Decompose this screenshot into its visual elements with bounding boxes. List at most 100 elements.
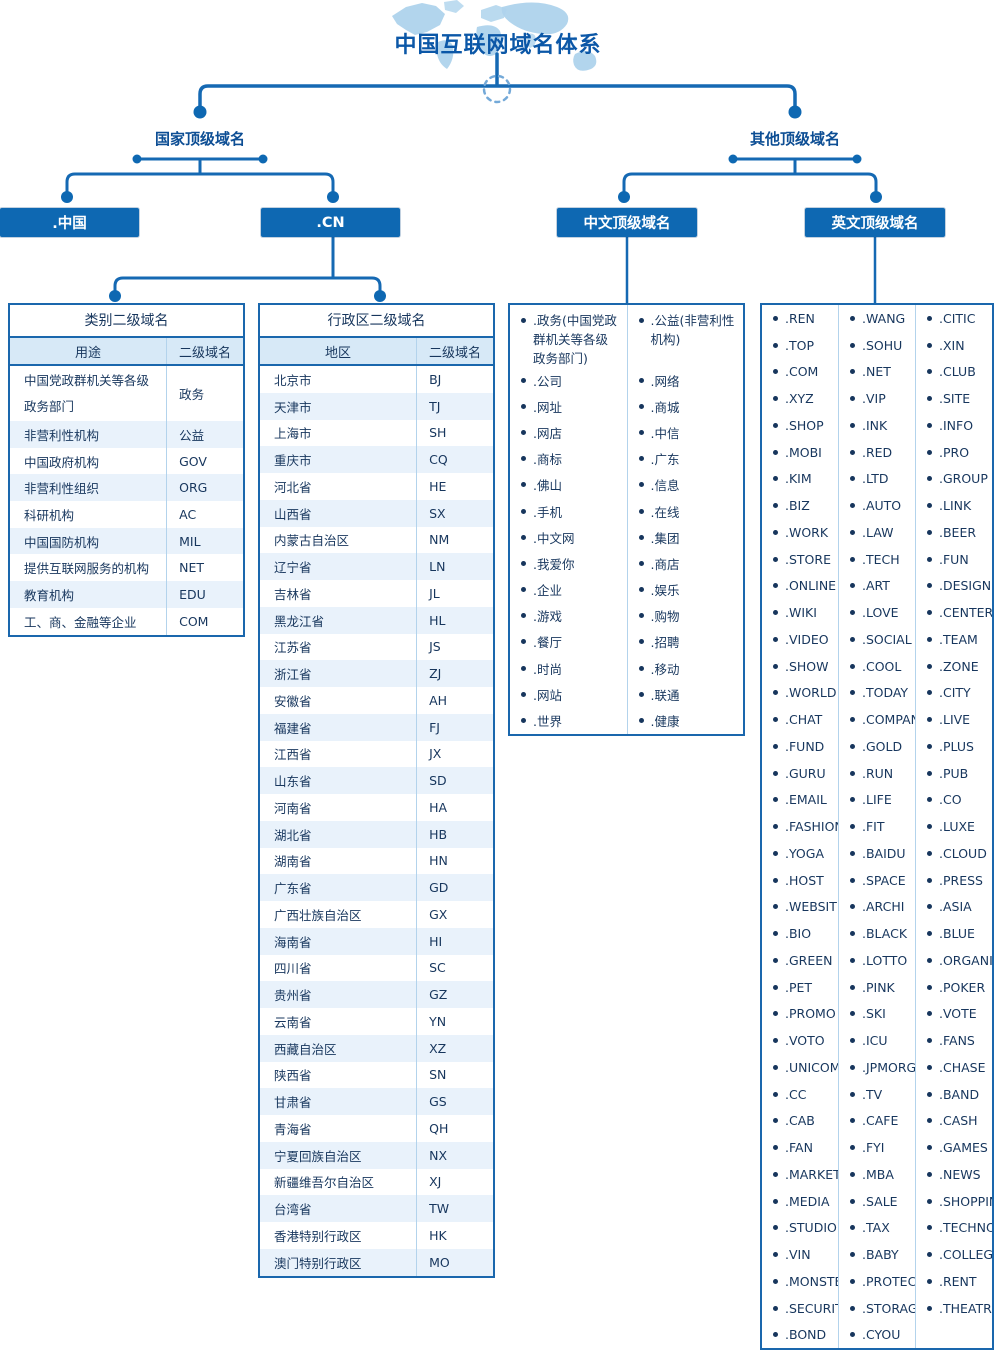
table-row: 内蒙古自治区 NM: [260, 526, 493, 554]
column-header: 用途: [75, 345, 102, 361]
list-item: .ICU: [838, 1027, 915, 1054]
table-row: 湖南省 HN: [260, 847, 493, 875]
list-item: .CENTER: [915, 599, 992, 626]
cell: CQ: [416, 446, 493, 473]
cell: 广西壮族自治区: [274, 907, 362, 923]
list-row: .CAB .CAFE .CASH: [762, 1107, 992, 1135]
cell: JL: [416, 580, 493, 607]
list-item: .PLUS: [915, 733, 992, 760]
list-item: .COLLEGE: [915, 1241, 992, 1268]
world-map: [392, 0, 597, 71]
table-row: 提供互联网服务的机构 NET: [10, 554, 243, 582]
list-row: .VIN.BABY.COLLEGE: [762, 1241, 992, 1268]
cell: 中国国防机构: [24, 534, 100, 550]
list-item: .XIN: [915, 331, 992, 359]
list-row: .CC .TV .BAND: [762, 1080, 992, 1108]
node-dot-china: .中国: [0, 208, 139, 237]
list-row: .STUDIO.TAX.TECHNOLOGY: [762, 1214, 992, 1242]
list-item: .STUDIO: [762, 1215, 838, 1242]
list-item: .FASHION: [762, 813, 838, 840]
list-item: .网络: [626, 367, 744, 394]
list-row: .BIO .BLACK .BLUE: [762, 920, 992, 947]
list-item: .NET: [838, 358, 915, 386]
list-item: .BLUE: [915, 920, 992, 947]
list-row: .YOGA .BAIDU .CLOUD: [762, 840, 992, 867]
list-row: .GREEN.LOTTO.ORGANIC: [762, 947, 992, 974]
table-row: 科研机构 AC: [10, 501, 243, 528]
list-item: .在线: [626, 497, 744, 525]
cell: HB: [416, 820, 493, 848]
list-item: .CITY: [915, 679, 992, 707]
list-item: .世界: [510, 707, 627, 733]
cell: 中国政府机构: [24, 454, 100, 470]
list-item: .LOTTO: [838, 947, 915, 974]
list-row: .MEDIA.SALE.SHOPPING: [762, 1187, 992, 1215]
list-item: .LTD: [838, 465, 915, 493]
english-tld-list: .REN .WANG .CITIC .TOP .SOHU .XIN .COM .NET .CLU…: [762, 305, 992, 1349]
list-item: .商标: [510, 446, 627, 472]
cell: YN: [416, 1008, 493, 1035]
list-item: .TEAM: [915, 626, 992, 653]
list-item: .LIFE: [838, 786, 915, 814]
cell: 澳门特别行政区: [274, 1255, 362, 1271]
list-item: .COMPANY: [838, 706, 915, 733]
list-item: .TV: [838, 1080, 915, 1108]
cell: 非营利性组织: [24, 481, 100, 497]
cell: 台湾省: [274, 1202, 312, 1218]
list-item: .FIT: [838, 813, 915, 840]
list-item: .EMAIL: [762, 787, 838, 814]
list-item: .集团: [626, 524, 744, 551]
list-item: .POKER: [915, 973, 992, 1001]
list-item: .VIP: [838, 385, 915, 412]
list-item: .网店: [510, 419, 627, 445]
table-row: 黑龙江省 HL: [260, 606, 493, 634]
list-item: .ART: [838, 572, 915, 600]
list-row: .WEBSITE.ARCHI.ASIA: [762, 893, 992, 921]
list-item: .CO: [915, 786, 992, 814]
table-row: 海南省 HI: [260, 927, 493, 955]
cell: 科研机构: [24, 507, 75, 523]
list-item: .信息: [626, 471, 744, 498]
cell: QH: [416, 1115, 493, 1142]
list-item: .BAIDU: [838, 840, 915, 867]
list-row: .BIZ .AUTO .LINK: [762, 492, 992, 519]
cell: GZ: [416, 981, 493, 1008]
admin-table-header: 地区 二级域名: [260, 338, 493, 366]
list-item: .WORK: [762, 519, 838, 546]
node-chinese-tlds: 中文顶级域名: [557, 208, 697, 237]
cell: MIL: [166, 527, 243, 555]
list-item: .RENT: [915, 1268, 992, 1295]
list-item: .SHOP: [762, 412, 838, 439]
list-item: .BIZ: [762, 492, 838, 519]
table-row: 安徽省 AH: [260, 687, 493, 714]
table-row: 台湾省 TW: [260, 1195, 493, 1222]
table-row: 青海省 QH: [260, 1115, 493, 1142]
cell: 内蒙古自治区: [274, 533, 350, 549]
table-row: 中国政府机构 GOV: [10, 447, 243, 475]
list-item: .广东: [626, 445, 744, 472]
list-item: .PET: [762, 974, 838, 1001]
cell: 中国党政群机关等各级政务部门: [24, 372, 150, 414]
list-item: .CLUB: [915, 358, 992, 386]
list-item: .ASIA: [915, 893, 992, 921]
cell: SD: [416, 767, 493, 794]
cell: 香港特别行政区: [274, 1228, 362, 1244]
cell: 工、商、金融等企业: [24, 614, 137, 630]
list-item: .COOL: [838, 652, 915, 680]
cell: 陕西省: [274, 1068, 312, 1084]
list-item: .SECURITY: [762, 1295, 838, 1322]
table-row: 云南省 YN: [260, 1008, 493, 1035]
list-item: .STORE: [762, 546, 838, 573]
list-item: .VIN: [762, 1241, 838, 1268]
table-row: 山东省 SD: [260, 767, 493, 794]
cell: 浙江省: [274, 667, 312, 683]
table-row: 广东省 GD: [260, 874, 493, 901]
cell: HE: [416, 473, 493, 500]
list-item: .CYOU: [838, 1321, 915, 1349]
cell: GX: [416, 901, 493, 928]
list-item: .CAB: [762, 1108, 838, 1135]
list-item: .KIM: [762, 466, 838, 493]
list-item: .UNICOM: [762, 1054, 838, 1081]
list-item: .SPACE: [838, 866, 915, 894]
